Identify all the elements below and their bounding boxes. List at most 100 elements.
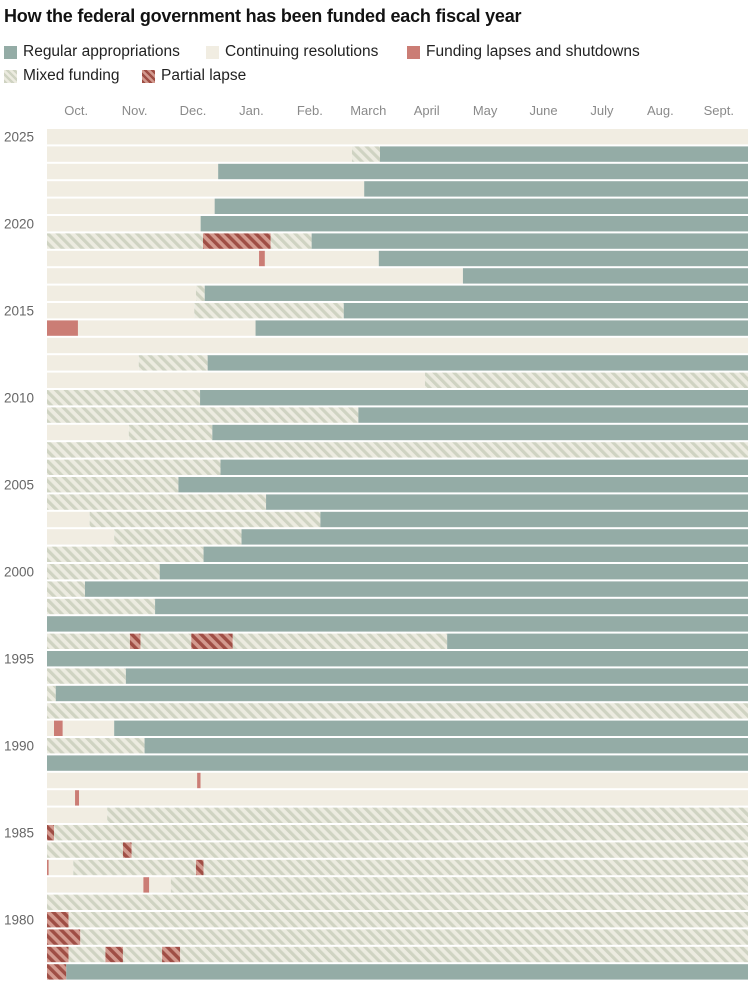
legend-label-partial: Partial lapse bbox=[161, 67, 247, 84]
segment-2012-cr bbox=[47, 355, 139, 371]
segment-1985-partial bbox=[47, 825, 55, 841]
segment-2012-mixed bbox=[138, 355, 208, 371]
fiscal-year-2013 bbox=[47, 337, 748, 354]
fiscal-year-1993 bbox=[47, 685, 748, 702]
year-label-2025: 2025 bbox=[4, 130, 34, 145]
fiscal-year-1980 bbox=[47, 912, 749, 928]
segment-2006-mixed bbox=[47, 459, 221, 475]
segment-2004-mixed bbox=[47, 494, 267, 510]
segment-2003-reg bbox=[320, 511, 748, 528]
fiscal-year-1981 bbox=[47, 894, 748, 910]
month-label-june: June bbox=[529, 103, 557, 118]
fiscal-year-1979 bbox=[47, 929, 749, 945]
fiscal-year-2021 bbox=[47, 198, 748, 214]
fiscal-year-1987 bbox=[47, 790, 748, 806]
segment-1987-cr bbox=[79, 790, 748, 806]
segment-2022-reg bbox=[364, 181, 748, 197]
segment-2010-mixed bbox=[47, 390, 201, 406]
year-label-1985: 1985 bbox=[4, 826, 34, 841]
fiscal-year-1978 bbox=[47, 946, 748, 963]
segment-2014-lapse bbox=[47, 320, 78, 336]
segment-1983-mixed bbox=[203, 859, 748, 876]
segment-2019-mixed bbox=[47, 233, 203, 249]
segment-1983-partial bbox=[195, 859, 204, 876]
segment-1996-mixed bbox=[47, 633, 130, 649]
segment-2020-cr bbox=[47, 216, 201, 232]
segment-1996-partial bbox=[191, 633, 233, 649]
fiscal-year-1982 bbox=[47, 877, 749, 893]
segment-2019-partial bbox=[202, 233, 271, 249]
segment-1978-partial bbox=[162, 946, 181, 963]
fiscal-year-2001 bbox=[47, 546, 748, 562]
segment-1999-reg bbox=[84, 581, 749, 597]
segment-1978-partial bbox=[47, 946, 69, 963]
segment-1992-mixed bbox=[47, 703, 748, 719]
month-label-oct: Oct. bbox=[64, 103, 88, 118]
segment-1996-reg bbox=[447, 633, 748, 649]
segment-2003-mixed bbox=[89, 511, 321, 528]
segment-2015-reg bbox=[343, 303, 748, 319]
segment-2016-reg bbox=[204, 285, 748, 301]
segment-1986-mixed bbox=[107, 807, 749, 823]
segment-2011-cr bbox=[47, 372, 425, 388]
segment-1982-lapse bbox=[143, 877, 150, 893]
year-label-1995: 1995 bbox=[4, 652, 34, 667]
segment-1980-mixed bbox=[68, 912, 749, 928]
segment-2018-lapse bbox=[259, 250, 265, 267]
segment-1991-lapse bbox=[54, 720, 63, 736]
segment-2024-mixed bbox=[351, 146, 380, 162]
fiscal-year-2003 bbox=[47, 511, 748, 528]
segment-1978-mixed bbox=[122, 946, 163, 963]
segment-2002-cr bbox=[47, 529, 115, 545]
segment-1978-mixed bbox=[68, 946, 106, 963]
fiscal-year-1994 bbox=[47, 668, 749, 684]
segment-2008-mixed bbox=[128, 424, 213, 441]
fiscal-year-2010 bbox=[47, 390, 749, 406]
month-label-sept: Sept. bbox=[704, 103, 734, 118]
segment-1996-mixed bbox=[232, 633, 448, 649]
segment-2005-reg bbox=[178, 477, 748, 493]
fiscal-year-1986 bbox=[47, 807, 749, 823]
fiscal-year-1992 bbox=[47, 703, 748, 719]
fiscal-year-2009 bbox=[47, 407, 748, 423]
segment-1985-mixed bbox=[54, 825, 748, 841]
segment-1981-mixed bbox=[47, 894, 748, 910]
month-label-aug: Aug. bbox=[647, 103, 674, 118]
legend-item-partial: Partial lapse bbox=[142, 67, 246, 85]
segment-1998-reg bbox=[155, 598, 748, 615]
segment-2008-cr bbox=[47, 424, 129, 441]
segment-1996-mixed bbox=[140, 633, 192, 649]
segment-2018-reg bbox=[378, 250, 748, 267]
segment-2013-cr bbox=[47, 337, 748, 354]
segment-2016-mixed bbox=[195, 285, 205, 301]
fiscal-year-1999 bbox=[47, 581, 749, 597]
segment-1984-mixed bbox=[131, 842, 748, 858]
segment-2009-reg bbox=[358, 407, 748, 423]
fiscal-year-1988 bbox=[47, 772, 748, 789]
segment-2008-reg bbox=[212, 424, 748, 441]
segment-1977-partial bbox=[47, 964, 67, 980]
segment-1998-mixed bbox=[47, 598, 156, 615]
segment-1978-mixed bbox=[180, 946, 748, 963]
segment-1991-reg bbox=[114, 720, 749, 736]
segment-2009-mixed bbox=[47, 407, 359, 423]
segment-2011-mixed bbox=[424, 372, 748, 388]
segment-1986-cr bbox=[47, 807, 108, 823]
segment-1983-mixed bbox=[73, 859, 196, 876]
segment-2022-cr bbox=[47, 181, 365, 197]
legend-label-mixed: Mixed funding bbox=[23, 67, 120, 84]
fiscal-year-2023 bbox=[47, 163, 748, 180]
fiscal-year-2022 bbox=[47, 181, 748, 197]
legend-swatch-mixed bbox=[4, 69, 17, 83]
legend-item-continuing: Continuing resolutions bbox=[206, 43, 378, 61]
month-label-feb: Feb. bbox=[297, 103, 323, 118]
month-axis: Oct. Nov. Dec. Jan. Feb. March April May June Jul… bbox=[64, 103, 734, 118]
segment-2007-mixed bbox=[47, 442, 748, 458]
segment-2000-mixed bbox=[47, 564, 160, 580]
segment-1979-mixed bbox=[80, 929, 749, 945]
segment-2023-reg bbox=[218, 163, 748, 180]
year-label-2005: 2005 bbox=[4, 478, 34, 493]
segment-2014-cr bbox=[77, 320, 256, 336]
segment-2005-mixed bbox=[47, 477, 179, 493]
fiscal-year-1991 bbox=[47, 720, 749, 736]
